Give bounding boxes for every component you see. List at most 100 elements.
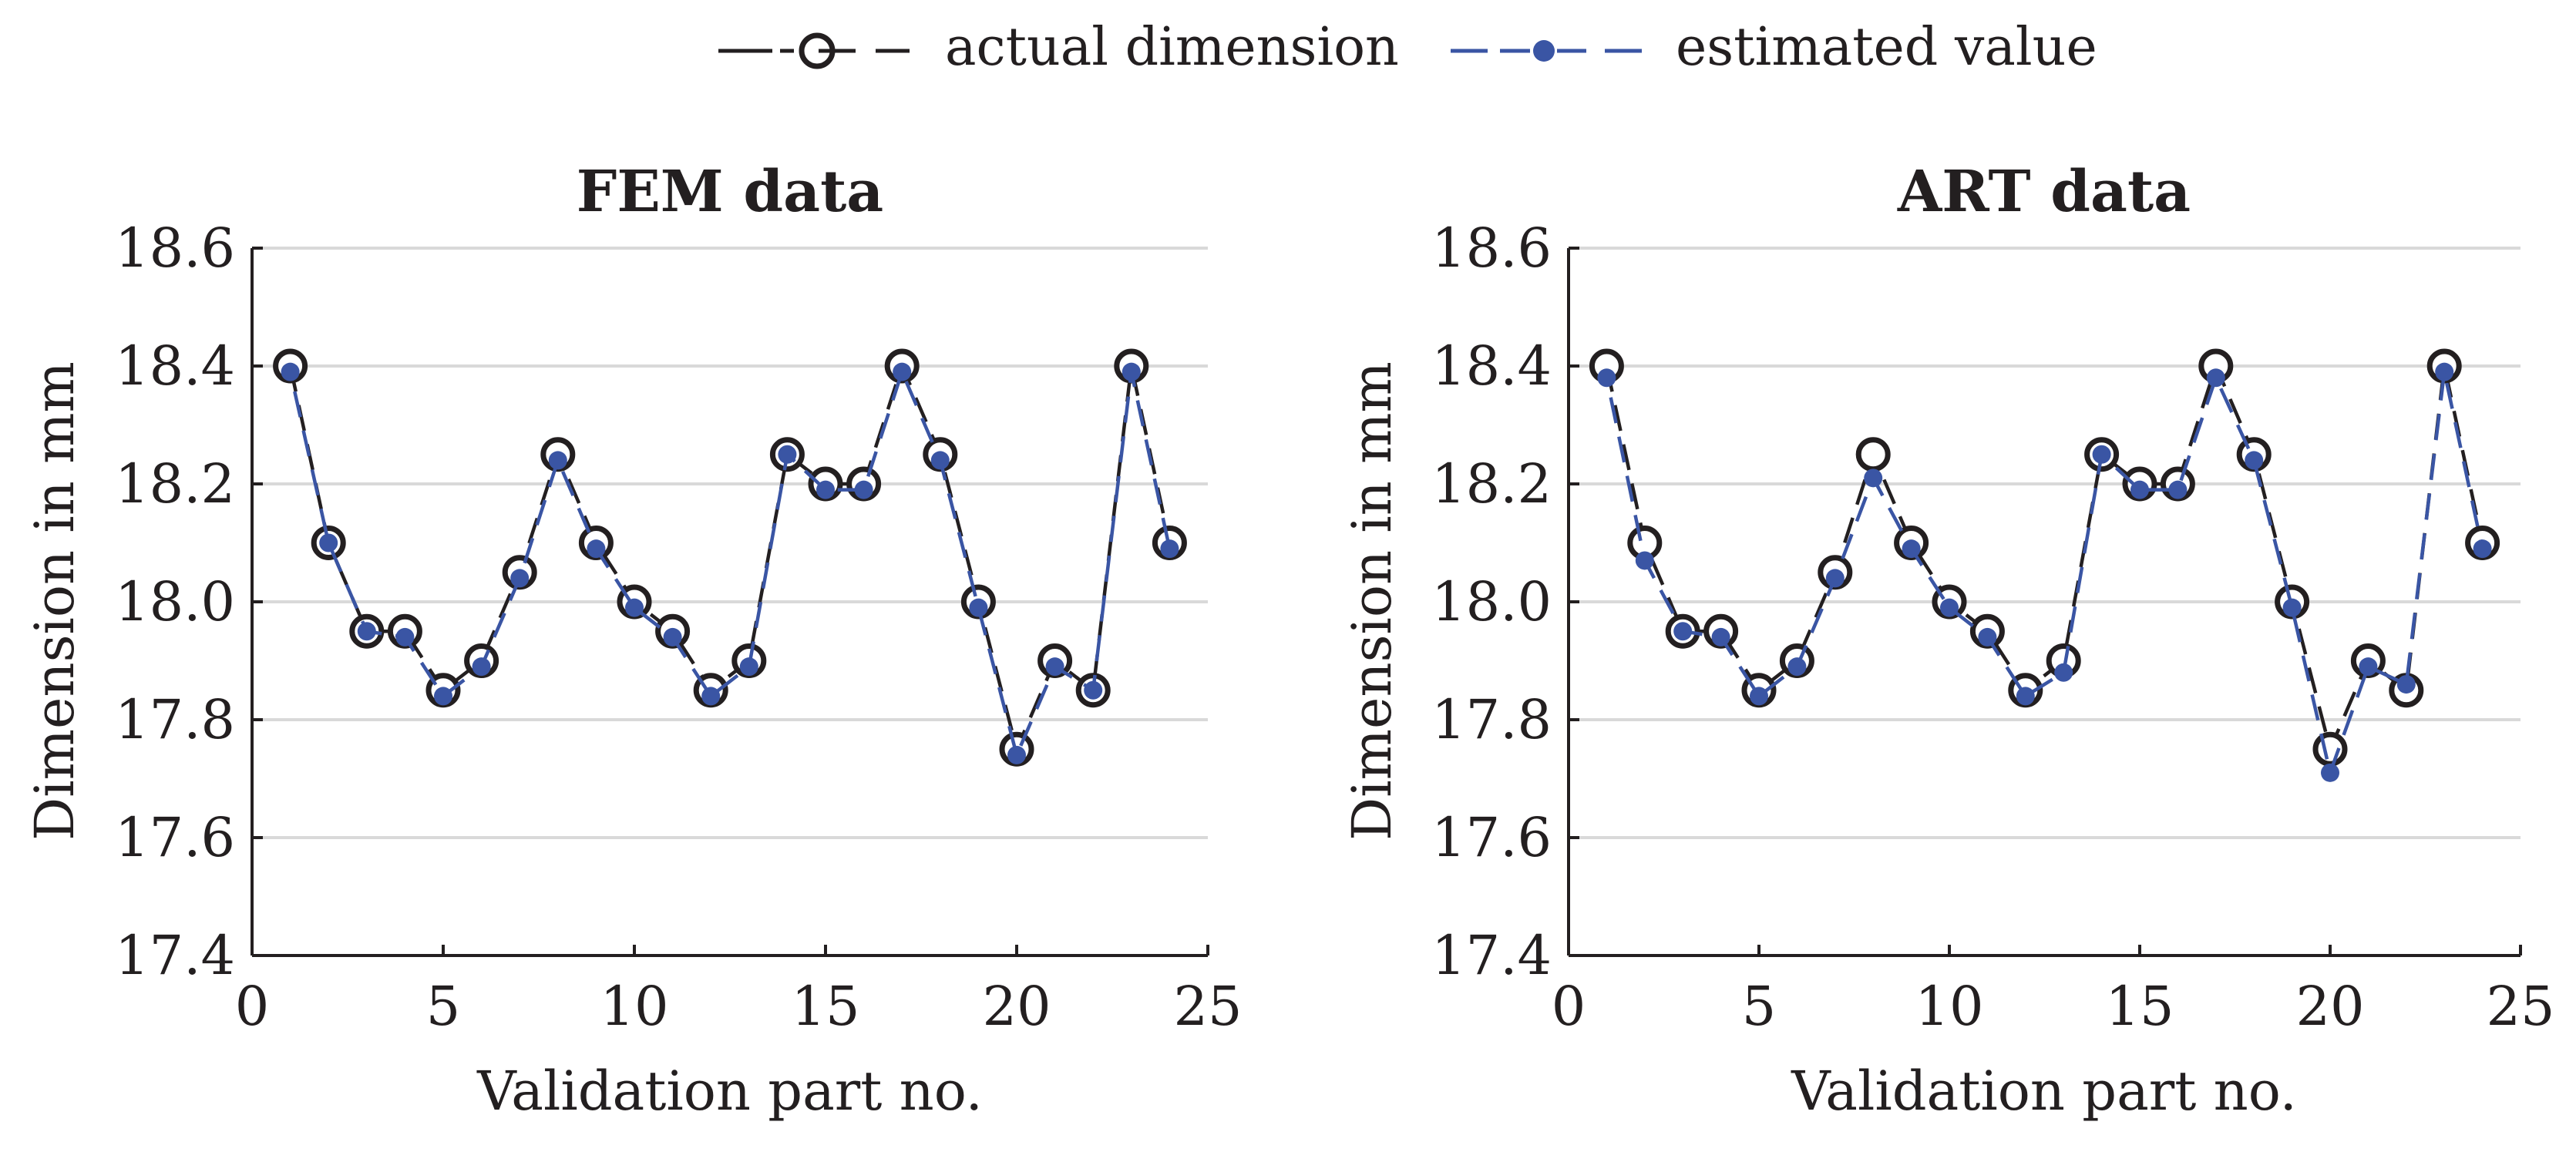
estimated-point [1711,627,1730,647]
estimated-point [2282,598,2302,617]
chart-title: ART data [1897,159,2191,225]
estimated-point [854,480,873,499]
estimated-point [2016,687,2035,706]
y-axis-label: Dimension in mm [23,361,86,841]
estimated-point [625,598,644,617]
estimated-point [816,480,835,499]
estimated-point [2054,663,2073,682]
x-ticks: 0 5 10 15 20 25 [235,945,1243,1038]
y-tick-label: 18.0 [115,570,235,633]
estimated-point [2359,657,2378,677]
estimated-point [1864,469,1883,488]
estimated-point [1940,598,1959,617]
legend-actual-sample [718,32,910,69]
series-estimated-line [288,367,1172,761]
estimated-point [1635,551,1654,570]
estimated-point [1750,687,1768,706]
actual-point [1855,437,1891,472]
series-actual-line [1605,361,2484,755]
grid [1569,247,2521,839]
estimated-point [2321,763,2339,782]
y-tick-label: 18.4 [115,334,235,398]
y-tick-label: 18.6 [1431,217,1552,280]
x-ticks: 0 5 10 15 20 25 [1552,945,2555,1038]
estimated-point [1825,569,1845,588]
estimated-point [663,627,682,647]
estimated-point [434,687,452,706]
y-tick-label: 17.6 [1431,806,1552,869]
estimated-point [319,533,338,552]
estimated-point [2092,445,2111,464]
estimated-point [472,657,491,677]
estimated-point [510,569,530,588]
x-tick-label: 0 [235,975,270,1038]
legend-actual-marker [799,32,836,69]
estimated-point [1673,622,1693,641]
y-tick-label: 17.4 [1431,924,1552,987]
estimated-point [1787,657,1807,677]
y-tick-label: 17.8 [115,688,235,751]
legend-actual-label: actual dimension [945,17,1399,78]
x-tick-label: 25 [1173,975,1242,1038]
legend-estimated-sample [1451,40,1642,62]
estimated-point [1122,362,1141,381]
x-tick-label: 0 [1552,975,1586,1038]
x-tick-label: 15 [791,975,859,1038]
y-tick-label: 18.2 [115,452,235,516]
series-actual-line [288,361,1172,755]
estimated-point [1045,657,1064,677]
x-axis-label: Validation part no. [476,1060,983,1123]
estimated-point [1084,680,1103,700]
y-ticks: 17.4 17.6 17.8 18.0 18.2 18.4 18.6 [115,217,263,987]
y-tick-label: 18.6 [115,217,235,280]
estimated-point [357,622,376,641]
estimated-point [2130,480,2149,499]
grid [252,247,1208,839]
legend-estimated-label: estimated value [1676,17,2097,78]
estimated-point [930,451,950,470]
estimated-point [2435,362,2454,381]
estimated-point [1597,368,1616,388]
estimated-point [778,445,797,464]
x-tick-label: 20 [982,975,1051,1038]
x-tick-label: 25 [2486,975,2554,1038]
x-tick-label: 10 [1915,975,1983,1038]
chart-panel-art: ART data 17.4 17.6 17.8 18.0 18.2 18.4 18.6 0 5… [1340,159,2555,1123]
estimated-point [893,362,912,381]
y-axis-label: Dimension in mm [1340,361,1404,841]
y-tick-label: 18.2 [1431,452,1552,516]
y-tick-label: 17.6 [115,806,235,869]
y-tick-label: 18.0 [1431,570,1552,633]
series-estimated-line [1605,371,2484,779]
y-ticks: 17.4 17.6 17.8 18.0 18.2 18.4 18.6 [1431,217,1579,987]
estimated-point [2168,480,2188,499]
series-layer [1589,348,2500,782]
estimated-point [2473,539,2492,559]
y-tick-label: 17.4 [115,924,235,987]
x-axis-label: Validation part no. [1791,1060,2297,1123]
x-tick-label: 20 [2295,975,2364,1038]
x-tick-label: 5 [426,975,461,1038]
estimated-point [395,627,415,647]
estimated-point [1978,627,1997,647]
estimated-point [587,539,606,559]
estimated-point [701,687,721,706]
chart-title: FEM data [577,159,883,225]
legend-estimated-marker [1533,40,1555,62]
estimated-point [548,451,567,470]
estimated-point [739,657,758,677]
chart-panel-fem: FEM data 17.4 17.6 17.8 18.0 18.2 18.4 18.6 0 5… [23,159,1243,1123]
estimated-point [1902,539,1921,559]
estimated-point [2206,368,2225,388]
x-tick-label: 10 [600,975,668,1038]
y-tick-label: 18.4 [1431,334,1552,398]
estimated-point [2396,675,2416,694]
estimated-point [1007,745,1026,764]
x-tick-label: 15 [2105,975,2174,1038]
x-tick-label: 5 [1742,975,1777,1038]
estimated-point [2245,451,2264,470]
y-tick-label: 17.8 [1431,688,1552,751]
estimated-point [1160,539,1179,559]
estimated-point [281,362,300,381]
